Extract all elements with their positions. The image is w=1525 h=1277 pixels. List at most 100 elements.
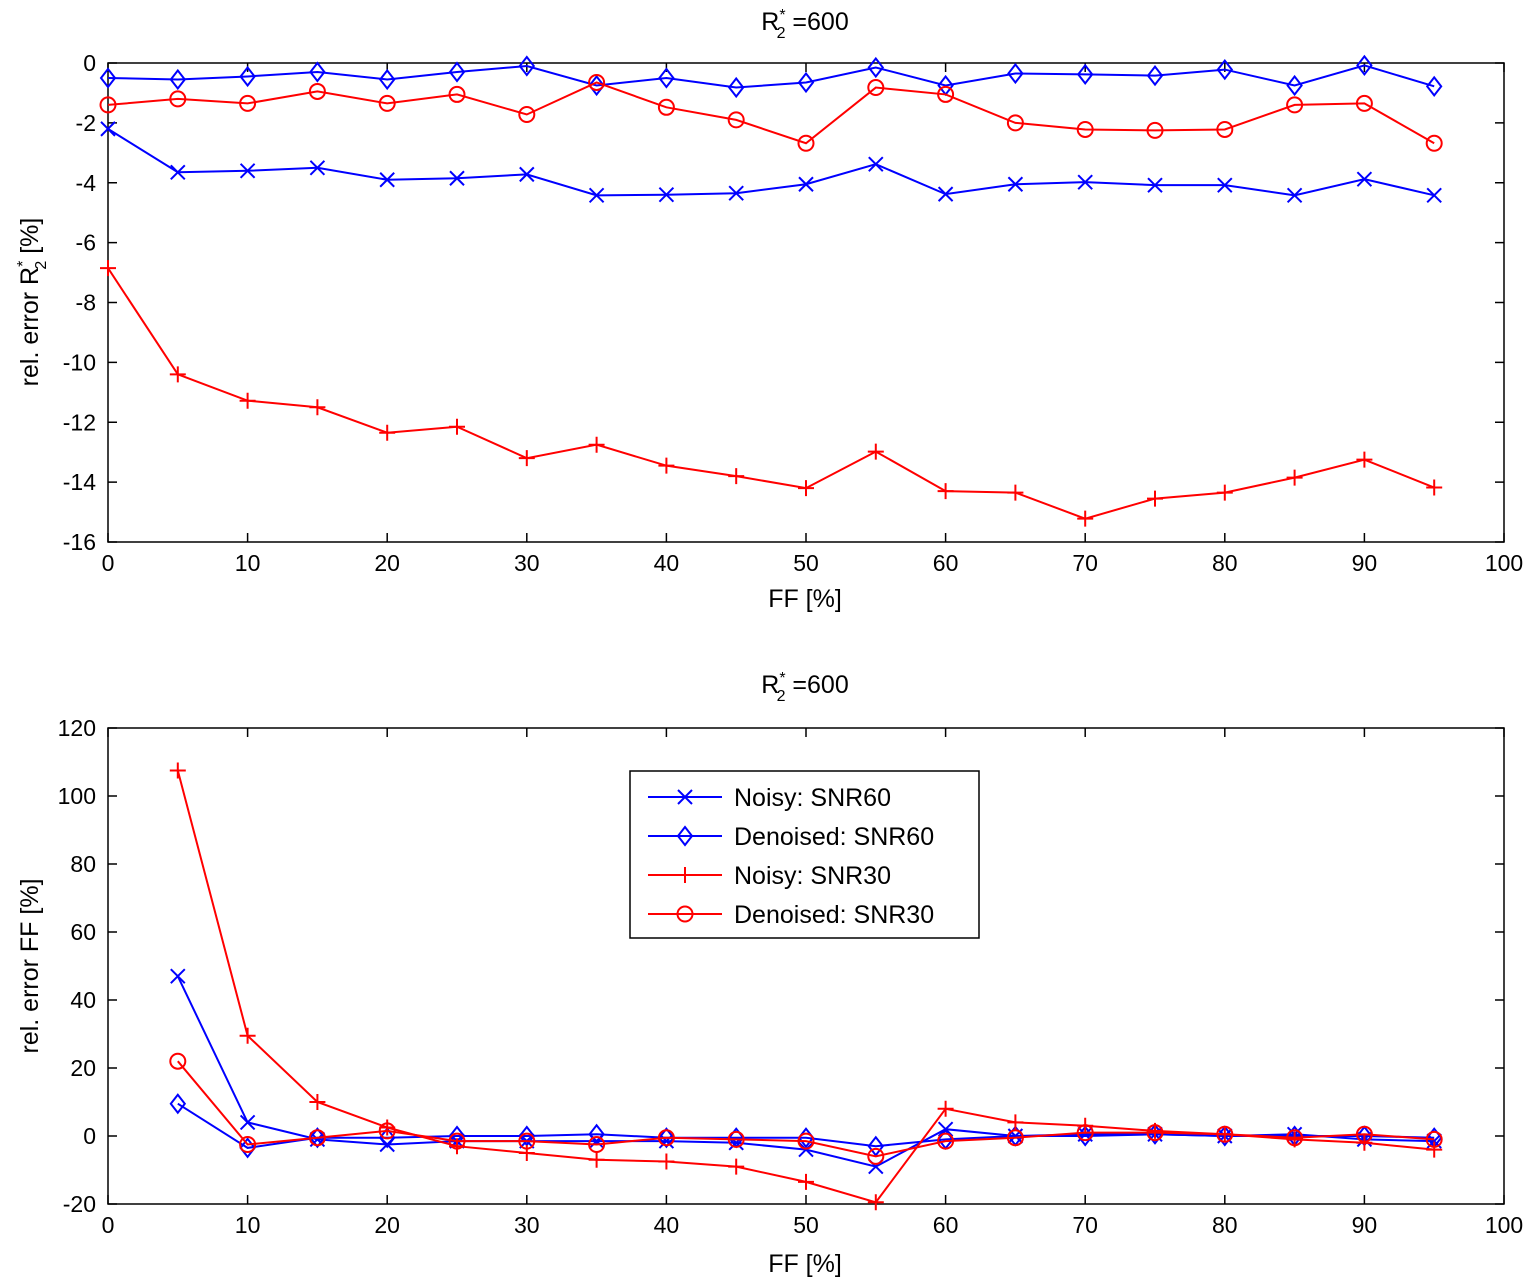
y-tick-label: -12: [63, 409, 96, 435]
data-point-denoised-snr30: [797, 1132, 815, 1150]
data-point-denoised-snr60: [867, 56, 885, 79]
legend-marker-denoised-snr30: [676, 905, 694, 923]
data-point-noisy-snr30: [169, 366, 186, 383]
data-point-denoised-snr30: [518, 1132, 536, 1150]
series-line-denoised-snr30: [107, 81, 1435, 145]
y-tick-label: -14: [63, 469, 96, 495]
data-point-noisy-snr60: [239, 1114, 256, 1131]
x-tick-label: 30: [514, 550, 540, 576]
data-point-denoised-snr30: [448, 1132, 466, 1150]
data-point-noisy-snr60: [1007, 176, 1024, 192]
data-point-noisy-snr30: [309, 1094, 326, 1110]
data-point-noisy-snr60: [309, 160, 326, 176]
data-point-noisy-snr30: [1286, 469, 1303, 486]
data-point-noisy-snr30: [1426, 479, 1443, 496]
y-tick-label: 100: [58, 783, 96, 809]
data-point-denoised-snr60: [658, 1127, 675, 1149]
data-point-denoised-snr30: [1355, 1125, 1373, 1143]
y-tick-label: -16: [63, 529, 96, 555]
data-point-noisy-snr30: [658, 457, 675, 474]
data-point-noisy-snr30: [1216, 484, 1233, 501]
data-point-noisy-snr60: [658, 187, 675, 203]
y-tick-label: 40: [70, 987, 96, 1013]
data-point-noisy-snr60: [1077, 174, 1093, 190]
data-point-denoised-snr30: [239, 94, 257, 112]
data-point-denoised-snr30: [657, 1129, 675, 1147]
data-point-denoised-snr30: [448, 85, 466, 103]
data-point-denoised-snr30: [1286, 96, 1304, 114]
data-point-denoised-snr60: [658, 67, 675, 89]
data-point-noisy-snr30: [588, 1151, 605, 1168]
data-point-denoised-snr60: [448, 61, 466, 83]
series-line-denoised-snr30: [177, 1060, 1435, 1158]
data-point-denoised-snr30: [239, 1136, 257, 1153]
data-point-denoised-snr30: [1425, 134, 1443, 152]
data-point-denoised-snr60: [169, 68, 187, 91]
data-point-denoised-snr30: [378, 1122, 396, 1140]
data-point-denoised-snr30: [1216, 120, 1234, 138]
x-tick-label: 20: [374, 1212, 400, 1238]
x-tick-label: 70: [1072, 550, 1098, 576]
data-point-noisy-snr30: [1077, 510, 1094, 527]
data-point-denoised-snr60: [99, 67, 117, 89]
data-point-noisy-snr30: [1356, 451, 1373, 468]
data-point-noisy-snr60: [170, 164, 186, 180]
x-tick-label: 100: [1485, 550, 1523, 576]
y-tick-label: 0: [83, 50, 96, 76]
data-point-noisy-snr30: [518, 450, 535, 467]
data-point-denoised-snr60: [727, 76, 745, 99]
data-point-denoised-snr60: [867, 1135, 885, 1157]
chart-title: R* 2 =600: [761, 670, 848, 705]
data-point-denoised-snr60: [169, 1093, 187, 1115]
x-tick-label: 80: [1212, 1212, 1238, 1238]
data-point-denoised-snr60: [378, 1127, 396, 1149]
data-point-noisy-snr30: [239, 392, 256, 409]
chart-title: R* 2 =600: [761, 7, 848, 42]
y-tick-label: 120: [58, 715, 96, 741]
y-tick-label: -6: [76, 230, 96, 256]
data-point-denoised-snr60: [239, 65, 256, 88]
series-line-noisy-snr30: [107, 267, 1435, 520]
data-point-noisy-snr30: [798, 480, 814, 497]
data-point-noisy-snr30: [379, 1119, 396, 1136]
legend-marker-noisy-snr30: [677, 867, 693, 883]
data-point-denoised-snr60: [309, 61, 326, 83]
data-point-denoised-snr30: [169, 1052, 187, 1070]
data-point-noisy-snr60: [1286, 187, 1303, 204]
x-tick-label: 90: [1352, 550, 1378, 576]
data-point-noisy-snr30: [937, 483, 954, 500]
y-tick-label: 0: [83, 1123, 96, 1149]
legend-label-noisy-snr30: Noisy: SNR30: [734, 862, 891, 890]
data-point-denoised-snr60: [1146, 64, 1164, 87]
data-point-denoised-snr30: [1076, 1124, 1094, 1142]
data-point-denoised-snr30: [937, 1132, 955, 1150]
data-point-denoised-snr30: [1076, 120, 1094, 138]
data-point-noisy-snr30: [309, 399, 326, 416]
data-point-denoised-snr30: [169, 90, 187, 108]
x-tick-label: 60: [933, 1212, 959, 1238]
data-point-noisy-snr30: [1147, 490, 1163, 507]
data-point-noisy-snr60: [658, 1133, 675, 1149]
data-point-noisy-snr30: [100, 260, 116, 277]
x-tick-label: 40: [654, 1212, 680, 1238]
y-tick-label: 60: [70, 919, 96, 945]
data-point-denoised-snr30: [1006, 1129, 1024, 1147]
data-point-denoised-snr60: [1286, 74, 1303, 97]
y-tick-label: 20: [70, 1055, 96, 1081]
y-axis-label: rel. error R*2 [%]: [15, 218, 50, 387]
legend: Noisy: SNR60 Denoised: SNR60 Noisy: SNR30 D…: [629, 770, 980, 939]
data-point-denoised-snr30: [1146, 1124, 1164, 1142]
data-point-noisy-snr30: [867, 443, 884, 460]
chart-ff-error: R* 2 =600 FF [%] rel. error FF [%] 0 10 20 3…: [16, 670, 1523, 1277]
x-tick-label: 10: [235, 1212, 261, 1238]
axis-ticks: 0 10 20 30 40 50 60 70 80 90 100 0 -2 -4 -6 -8 -10 -12 -14…: [63, 50, 1523, 576]
data-point-noisy-snr60: [100, 121, 116, 137]
data-point-denoised-snr30: [1146, 121, 1164, 139]
legend-marker-noisy-snr60: [677, 789, 693, 805]
data-point-noisy-snr60: [798, 176, 814, 192]
data-point-noisy-snr30: [449, 418, 465, 435]
y-axis-label: rel. error FF [%]: [16, 878, 44, 1053]
data-point-denoised-snr60: [1356, 54, 1373, 77]
